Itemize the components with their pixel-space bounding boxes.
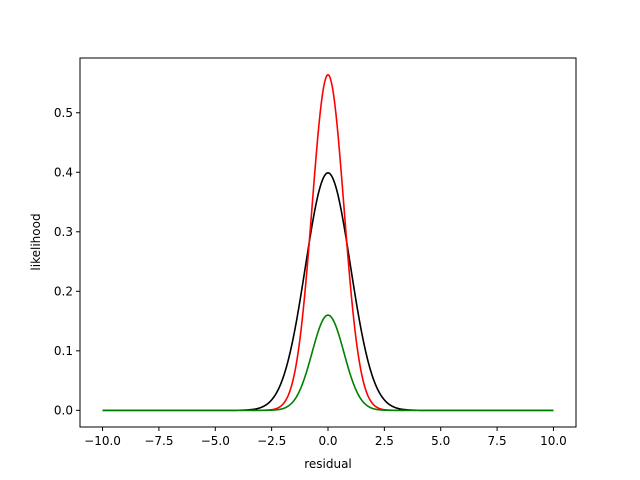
y-axis-ticks: 0.0 0.1 0.2 0.3 0.4 0.5 [54, 106, 80, 417]
y-tick-label: 0.2 [54, 284, 73, 298]
y-tick-label: 0.4 [54, 165, 73, 179]
x-tick-label: −10.0 [84, 434, 121, 448]
x-tick-label: 0.0 [318, 434, 337, 448]
series-line-2 [102, 314, 554, 412]
y-tick-label: 0.3 [54, 225, 73, 239]
x-axis-label: residual [304, 457, 352, 471]
y-tick-label: 0.1 [54, 344, 73, 358]
y-tick-label: 0.5 [54, 106, 73, 120]
plot-area-background [80, 58, 576, 427]
x-tick-label: −7.5 [144, 434, 173, 448]
x-tick-label: −2.5 [257, 434, 286, 448]
x-tick-label: 7.5 [488, 434, 507, 448]
x-tick-label: 10.0 [540, 434, 567, 448]
x-tick-label: −5.0 [201, 434, 230, 448]
x-tick-label: 2.5 [375, 434, 394, 448]
y-tick-label: 0.0 [54, 403, 73, 417]
x-axis-ticks: −10.0 −7.5 −5.0 −2.5 0.0 2.5 5.0 7.5 10.0 [84, 427, 567, 448]
y-axis-label: likelihood [29, 213, 43, 270]
x-tick-label: 5.0 [431, 434, 450, 448]
series-layer [102, 73, 554, 412]
